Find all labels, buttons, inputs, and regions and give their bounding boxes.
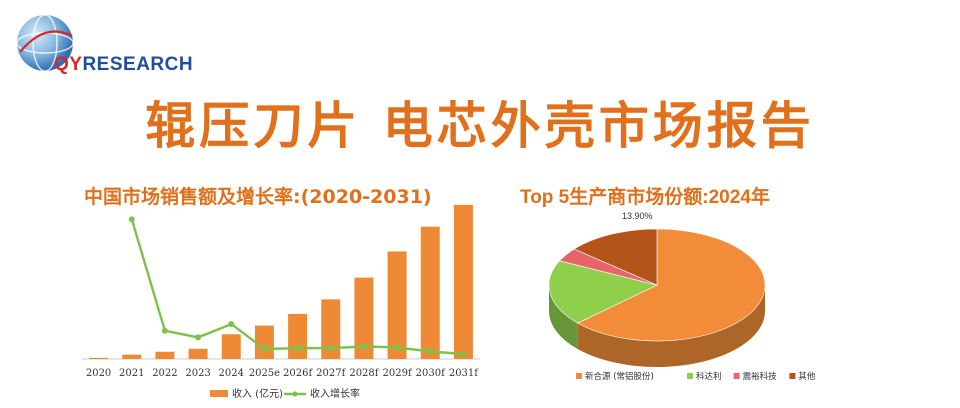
x-tick-label: 2028f (349, 368, 379, 379)
logo-text: QYRESEARCH (54, 54, 194, 75)
globe-icon (16, 14, 74, 72)
growth-point-2031f (460, 351, 467, 358)
x-tick-label: 2023 (185, 368, 210, 379)
bar-2031f (453, 204, 473, 359)
bar-2020 (89, 357, 109, 359)
legend-swatch-1 (576, 373, 582, 379)
growth-point-2026f (294, 345, 301, 352)
legend-swatch-2 (687, 373, 693, 379)
growth-point-2023 (195, 334, 202, 341)
growth-point-2025e (261, 346, 268, 353)
page-title: 辊压刀片 电芯外壳市场报告 (145, 97, 815, 155)
bar-2026f (288, 313, 308, 359)
legend-revenue-swatch (210, 390, 228, 397)
bar-2028f (354, 277, 374, 359)
bar-2030f (420, 226, 440, 359)
legend-label-2: 科达利 (696, 371, 722, 382)
pie-side-0-0 (577, 285, 765, 367)
pie-chart-title: Top 5生产商市场份额:2024年 (520, 187, 770, 208)
pie-side-1-0 (549, 285, 578, 350)
growth-point-2022 (161, 327, 168, 334)
pie-slice-1 (577, 228, 766, 342)
bar-2021 (122, 354, 142, 359)
x-tick-label: 2024 (219, 368, 244, 379)
x-tick-label: 2022 (152, 368, 177, 379)
legend-swatch-3 (733, 373, 740, 379)
bar-2025e (254, 325, 274, 359)
pie-slice-2 (548, 260, 658, 324)
qyresearch-logo: QYRESEARCH (14, 12, 193, 82)
growth-point-2024 (228, 321, 235, 328)
legend-revenue-label: 收入 (亿元) (232, 387, 283, 400)
growth-point-2030f (427, 348, 434, 355)
x-tick-label: 2025e (249, 368, 280, 379)
bar-2029f (387, 251, 407, 359)
legend-growth-marker (292, 391, 298, 397)
x-tick-label: 2026f (283, 368, 313, 379)
growth-point-2028f (360, 343, 367, 350)
bar-2024 (221, 334, 241, 359)
bar-2027f (321, 299, 341, 359)
pie-slice-4 (573, 228, 658, 286)
legend-label-4: 其他 (798, 371, 816, 382)
legend-growth-label: 收入增长率 (310, 387, 360, 400)
growth-point-2027f (327, 345, 334, 352)
growth-point-2029f (394, 344, 401, 351)
x-tick-label: 2030f (416, 368, 446, 379)
market-share-pie-chart: 13.90% 新合源 (常铝股份) 科达利 震裕科技 其他 (548, 211, 816, 382)
legend-label-1: 新合源 (常铝股份) (585, 371, 654, 382)
pie-data-label: 13.90% (622, 211, 653, 221)
x-tick-label: 2029f (383, 368, 413, 379)
growth-point-2021 (128, 216, 135, 223)
revenue-growth-chart: 2020 2021 2022 2023 2024 2025e 2026f 2027f 2028f… (82, 204, 480, 400)
x-tick-label: 2031f (449, 368, 479, 379)
legend-label-3: 震裕科技 (743, 371, 778, 382)
bar-2022 (155, 351, 175, 359)
x-tick-label: 2027f (316, 368, 346, 379)
legend-swatch-4 (789, 373, 796, 379)
x-tick-label: 2021 (119, 368, 144, 379)
bar-2023 (188, 348, 208, 359)
bar-chart-title: 中国市场销售额及增长率:(2020-2031) (84, 186, 432, 208)
x-tick-label: 2020 (86, 368, 111, 379)
